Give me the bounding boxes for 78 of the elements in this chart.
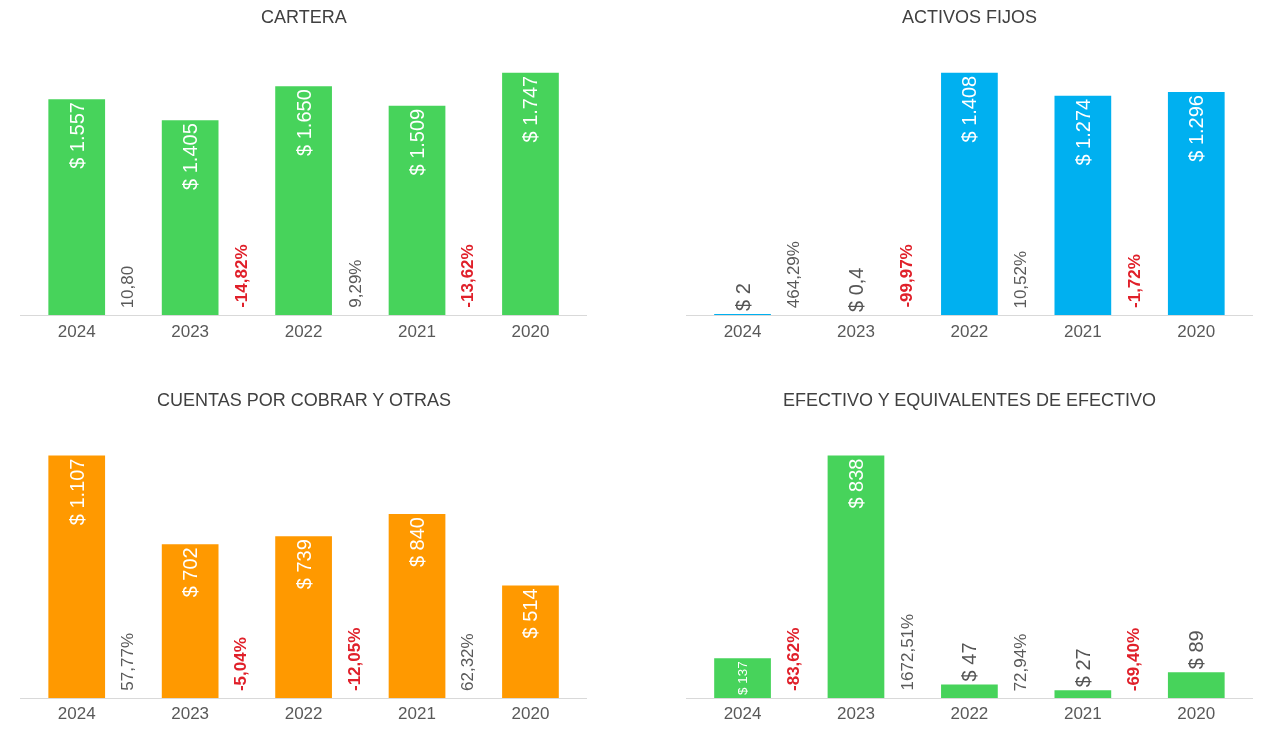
annotation: -1,72% — [1124, 254, 1144, 308]
data-label: $ 1.296 — [1185, 95, 1208, 162]
annotation: -13,62% — [458, 244, 478, 308]
bar — [388, 105, 446, 316]
annotation: 57,77% — [117, 632, 137, 691]
data-label: $ 0,4 — [844, 267, 867, 312]
bar — [714, 658, 771, 698]
data-label: $ 1.650 — [292, 89, 315, 156]
data-label: $ 514 — [519, 588, 542, 639]
bar — [161, 120, 219, 316]
data-label: $ 1.107 — [65, 458, 88, 526]
x-tick-label: 2023 — [837, 704, 875, 724]
x-tick-label: 2021 — [1063, 704, 1102, 724]
annotation: -5,04% — [231, 637, 251, 692]
chart-title: CUENTAS POR COBRAR Y OTRAS — [157, 390, 452, 410]
bar — [48, 99, 106, 316]
data-label: $ 702 — [179, 547, 202, 598]
x-tick-label: 2020 — [511, 704, 550, 724]
x-tick-label: 2020 — [511, 321, 550, 341]
annotation: 9,29% — [345, 259, 365, 308]
x-tick-label: 2023 — [171, 321, 210, 341]
data-label: $ 838 — [844, 458, 867, 509]
x-tick-label: 2021 — [398, 704, 436, 724]
bar — [275, 86, 332, 316]
data-label: $ 1.557 — [65, 102, 88, 169]
bar — [1054, 690, 1112, 698]
x-tick-label: 2021 — [1063, 321, 1102, 341]
annotation: 72,94% — [1010, 633, 1030, 692]
annotation: 10,52% — [1011, 250, 1031, 309]
data-label: $ 47 — [958, 642, 981, 682]
bar — [161, 544, 219, 698]
bar — [502, 585, 559, 698]
data-label: $ 1.509 — [406, 108, 429, 176]
bar — [941, 72, 998, 316]
chart-title: CARTERA — [261, 7, 347, 27]
annotation: -12,05% — [345, 627, 365, 692]
bar — [502, 72, 559, 316]
x-tick-label: 2020 — [1177, 704, 1216, 724]
annotation: 10,80 — [118, 265, 138, 309]
data-label: $ 1.408 — [958, 75, 981, 143]
data-label: $ 27 — [1071, 648, 1094, 688]
x-tick-label: 2022 — [950, 704, 989, 724]
x-tick-label: 2024 — [723, 321, 762, 341]
bar — [827, 455, 885, 698]
bar — [941, 684, 998, 698]
annotation: 62,32% — [458, 633, 478, 691]
annotation: 464,29% — [783, 241, 803, 309]
x-tick-label: 2024 — [57, 321, 96, 341]
annotation: -69,40% — [1124, 627, 1144, 692]
x-tick-label: 2022 — [284, 704, 323, 724]
data-label: $ 137 — [735, 661, 751, 695]
data-label: $ 840 — [406, 517, 429, 568]
x-tick-label: 2022 — [284, 321, 323, 341]
x-tick-label: 2023 — [837, 321, 875, 341]
bar — [1167, 672, 1225, 698]
bar — [1054, 95, 1112, 316]
x-tick-label: 2022 — [950, 321, 989, 341]
bar — [388, 514, 446, 698]
data-label: $ 739 — [292, 539, 315, 590]
data-label: $ 1.274 — [1071, 98, 1094, 166]
chart-title: EFECTIVO Y EQUIVALENTES DE EFECTIVO — [783, 390, 1157, 410]
chart-title: ACTIVOS FIJOS — [902, 7, 1038, 27]
bar — [48, 455, 106, 698]
annotation: -99,97% — [897, 244, 917, 308]
x-tick-label: 2020 — [1177, 321, 1216, 341]
data-label: $ 2 — [731, 283, 754, 311]
x-tick-label: 2023 — [171, 704, 210, 724]
data-label: $ 1.405 — [179, 123, 202, 190]
x-tick-label: 2024 — [723, 704, 762, 724]
annotation: -83,62% — [784, 627, 804, 691]
annotation: -14,82% — [231, 244, 251, 308]
bar — [1167, 92, 1225, 316]
x-tick-label: 2021 — [398, 321, 436, 341]
data-label: $ 89 — [1185, 630, 1208, 670]
data-label: $ 1.747 — [519, 75, 542, 143]
annotation: 1672,51% — [897, 613, 917, 691]
bar — [275, 536, 332, 698]
x-tick-label: 2024 — [57, 704, 96, 724]
